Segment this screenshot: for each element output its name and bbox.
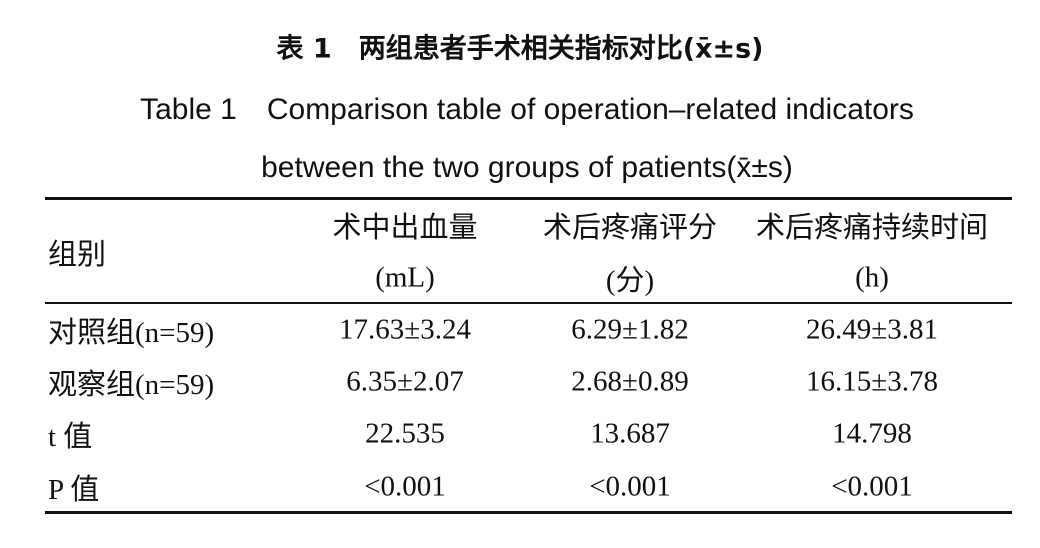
title-cn: 表 1 两组患者手术相关指标对比(x̄±s) — [276, 33, 764, 65]
cell: <0.001 — [589, 470, 671, 503]
header-cell: 术后疼痛评分 — [542, 212, 718, 244]
header-cell: (h) — [855, 261, 889, 294]
cell: 14.798 — [832, 417, 912, 450]
header-cell: 组别 — [48, 239, 107, 271]
row-label: t 值 — [48, 421, 93, 453]
cell: <0.001 — [831, 470, 913, 503]
cell: 13.687 — [590, 417, 670, 450]
cell: 26.49±3.81 — [806, 313, 938, 346]
row-label: 观察组(n=59) — [48, 369, 215, 401]
cell: <0.001 — [364, 470, 446, 503]
cell: 6.35±2.07 — [346, 365, 464, 398]
header-cell: (mL) — [375, 261, 435, 294]
row-label: 对照组(n=59) — [48, 317, 215, 349]
cell: 6.29±1.82 — [571, 313, 689, 346]
cell: 17.63±3.24 — [339, 313, 471, 346]
bottom-rule — [45, 511, 1012, 514]
title-en: Table 1 Comparison table of operation–re… — [140, 93, 914, 126]
header-cell: 术后疼痛持续时间 — [755, 212, 989, 244]
title-en: between the two groups of patients(x̄±s) — [261, 151, 793, 184]
cell: 16.15±3.78 — [806, 365, 938, 398]
cell: 22.535 — [365, 417, 445, 450]
top-rule — [45, 197, 1012, 200]
header-cell: 术中出血量 — [332, 212, 478, 244]
header-cell: (分) — [605, 265, 655, 297]
cell: 2.68±0.89 — [571, 365, 689, 398]
row-label: P 值 — [48, 474, 100, 506]
mid-rule — [45, 302, 1012, 304]
